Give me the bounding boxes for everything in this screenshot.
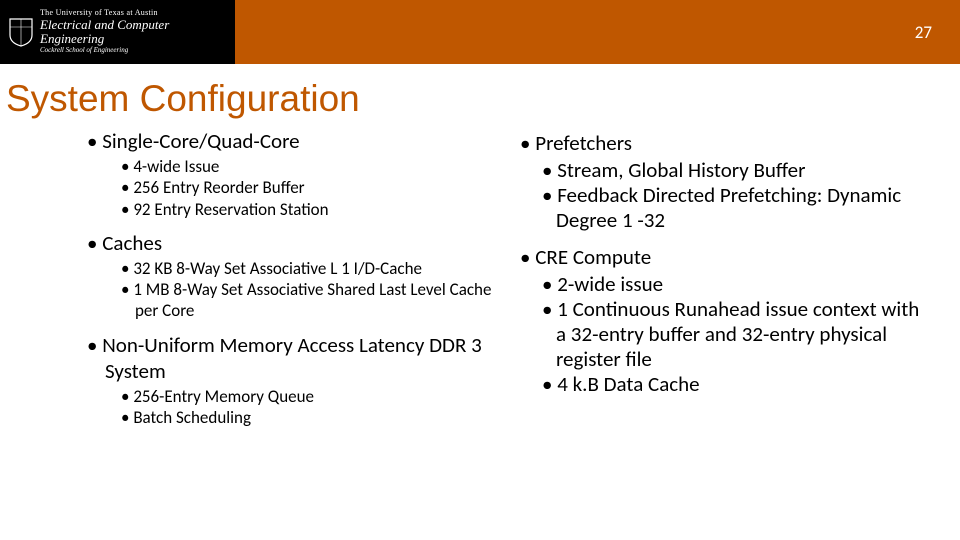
- bullet-item: 2-wide issue: [520, 272, 930, 297]
- right-column: Prefetchers Stream, Global History Buffe…: [510, 128, 930, 428]
- dept-line-2: Engineering: [40, 32, 169, 46]
- school-name: Cockrell School of Engineering: [40, 47, 169, 54]
- bullet-item: 4-wide Issue: [75, 156, 510, 177]
- header-text: The University of Texas at Austin Electr…: [40, 9, 169, 54]
- dept-line-1: Electrical and Computer: [40, 18, 169, 32]
- slide-content: Single-Core/Quad-Core 4-wide Issue 256 E…: [0, 128, 960, 428]
- bullet-item: Batch Scheduling: [75, 407, 510, 428]
- left-column: Single-Core/Quad-Core 4-wide Issue 256 E…: [75, 128, 510, 428]
- section-heading: Single-Core/Quad-Core: [75, 128, 510, 154]
- slide-title: System Configuration: [0, 64, 960, 128]
- section-heading: Caches: [75, 230, 510, 256]
- bullet-item: 1 Continuous Runahead issue context with…: [520, 297, 930, 373]
- section-heading: CRE Compute: [520, 244, 930, 270]
- header-bar: 27: [235, 0, 960, 64]
- bullet-item: Feedback Directed Prefetching: Dynamic D…: [520, 183, 930, 233]
- ut-shield-icon: [8, 17, 34, 47]
- section-heading: Prefetchers: [520, 130, 930, 156]
- page-number: 27: [915, 22, 932, 43]
- bullet-item: 92 Entry Reservation Station: [75, 199, 510, 220]
- bullet-item: 256-Entry Memory Queue: [75, 386, 510, 407]
- bullet-item: 4 k.B Data Cache: [520, 372, 930, 397]
- section-heading: Non-Uniform Memory Access Latency DDR 3 …: [75, 332, 510, 384]
- bullet-item: Stream, Global History Buffer: [520, 158, 930, 183]
- bullet-item: 256 Entry Reorder Buffer: [75, 177, 510, 198]
- header-logo-block: The University of Texas at Austin Electr…: [0, 0, 235, 64]
- bullet-item: 32 KB 8-Way Set Associative L 1 I/D-Cach…: [75, 258, 510, 279]
- bullet-item: 1 MB 8-Way Set Associative Shared Last L…: [75, 279, 510, 322]
- slide-header: The University of Texas at Austin Electr…: [0, 0, 960, 64]
